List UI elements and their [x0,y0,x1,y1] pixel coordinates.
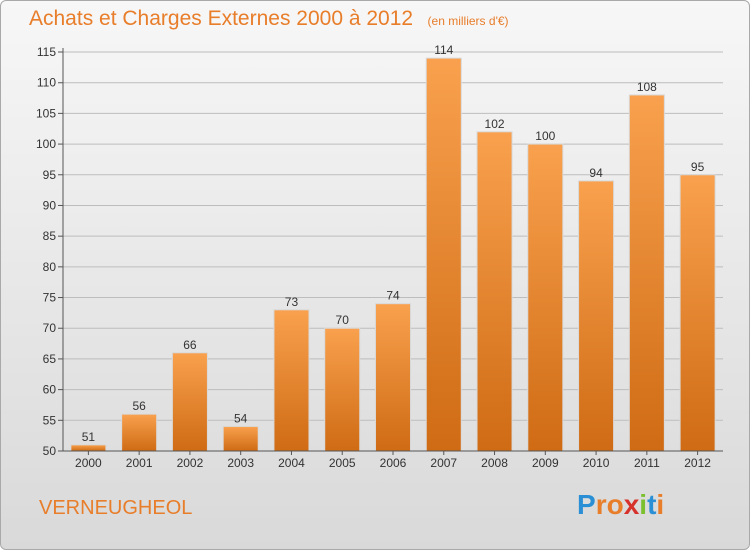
x-tick-label: 2000 [75,456,102,470]
y-tick-label: 100 [36,137,56,151]
bar [121,413,158,452]
y-tick-label: 60 [43,383,57,397]
x-tick-label: 2003 [227,456,254,470]
data-label: 102 [485,117,505,131]
x-tick-label: 2002 [177,456,204,470]
x-tick-label: 2012 [684,456,711,470]
data-label: 70 [336,313,350,327]
bar [578,180,615,452]
title-row: Achats et Charges Externes 2000 à 2012 (… [29,7,509,31]
y-tick-label: 95 [43,168,57,182]
logo-letter: i [656,489,665,520]
y-tick-label: 85 [43,229,57,243]
x-tick-label: 2009 [532,456,559,470]
y-tick-label: 50 [43,444,57,458]
bar [273,309,310,452]
bar [527,143,564,452]
y-tick-label: 75 [43,291,57,305]
x-tick-label: 2001 [126,456,153,470]
logo-letter: o [606,489,624,520]
chart-title: Achats et Charges Externes 2000 à 2012 [29,7,414,30]
bar [679,174,716,452]
x-tick-label: 2004 [278,456,305,470]
data-label: 51 [82,430,96,444]
bar [628,94,665,452]
logo-letter: x [623,489,640,520]
data-label: 100 [535,129,555,143]
data-label: 66 [183,338,197,352]
commune-name: VERNEUGHEOL [39,497,193,519]
y-tick-label: 115 [37,45,56,59]
proxiti-logo: Proxiti [577,489,664,521]
x-tick-label: 2006 [380,456,407,470]
axis-layer: 50 55 60 65 70 75 80 85 90 95 100 105 110 115 2000 2001… [36,45,723,470]
data-label: 56 [132,399,146,413]
bar [425,57,462,452]
y-tick-label: 65 [43,352,57,366]
bar [374,303,412,452]
bar [70,444,107,452]
data-label: 114 [434,43,453,57]
logo-letter: t [647,489,657,520]
logo-letter: i [639,489,648,520]
y-tick-label: 80 [43,260,57,274]
data-label: 73 [285,295,299,309]
bar-layer [70,57,716,452]
logo-letter: r [595,489,607,520]
data-label: 108 [637,80,657,94]
data-label-layer: 51 56 66 54 73 70 74 114 102 100 94 108 95 [82,43,705,444]
y-tick-label: 90 [43,198,57,212]
x-tick-label: 2007 [430,456,457,470]
y-tick-label: 70 [43,321,57,335]
data-label: 54 [234,411,248,425]
x-tick-label: 2011 [634,456,660,470]
data-label: 74 [386,289,400,303]
bar [171,352,208,452]
y-tick-label: 105 [36,106,56,120]
x-tick-label: 2008 [481,456,508,470]
x-tick-label: 2010 [583,456,610,470]
y-tick-label: 55 [43,413,57,427]
bar [324,327,361,452]
unit-label: (en milliers d'€) [427,14,509,28]
y-tick-label: 110 [37,76,56,90]
bar [222,425,259,452]
data-label: 95 [691,160,705,174]
data-label: 94 [589,166,603,180]
bar [476,131,513,452]
logo-letter: P [577,489,596,520]
x-tick-label: 2005 [329,456,356,470]
